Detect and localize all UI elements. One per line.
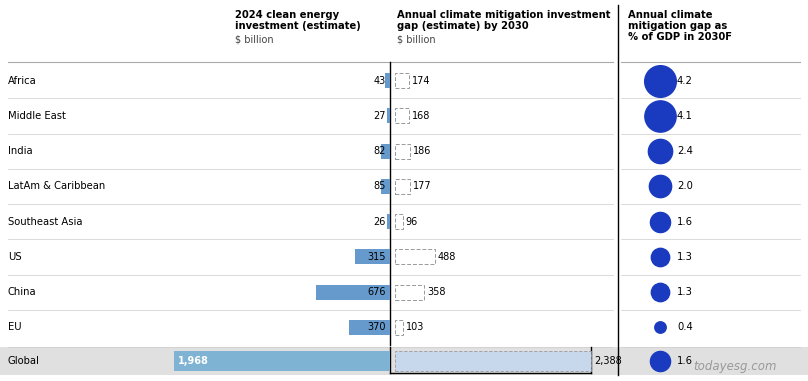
Text: gap (estimate) by 2030: gap (estimate) by 2030 <box>397 21 528 31</box>
Text: 4.1: 4.1 <box>677 111 693 121</box>
Text: Annual climate: Annual climate <box>628 10 713 20</box>
Text: Middle East: Middle East <box>8 111 66 121</box>
Text: Global: Global <box>8 356 40 366</box>
Text: 315: 315 <box>368 252 386 262</box>
Bar <box>395 144 410 158</box>
Text: 168: 168 <box>412 111 430 121</box>
Text: 174: 174 <box>412 75 431 86</box>
Text: 43: 43 <box>374 75 386 86</box>
Text: 2024 clean energy: 2024 clean energy <box>235 10 339 20</box>
Text: 676: 676 <box>368 287 386 297</box>
Text: 2,388: 2,388 <box>594 356 621 366</box>
Point <box>654 113 667 119</box>
Bar <box>174 351 390 371</box>
Text: 1.3: 1.3 <box>677 287 693 297</box>
Text: 2.4: 2.4 <box>677 146 693 156</box>
Bar <box>395 73 410 88</box>
Text: 1.6: 1.6 <box>677 356 693 366</box>
Text: 1,968: 1,968 <box>178 356 208 366</box>
Text: 2.0: 2.0 <box>677 181 693 191</box>
Text: 82: 82 <box>373 146 386 156</box>
Text: 358: 358 <box>427 287 446 297</box>
Bar <box>356 250 390 264</box>
Text: todayesg.com: todayesg.com <box>693 360 776 373</box>
Bar <box>387 109 390 123</box>
Text: 103: 103 <box>406 322 425 332</box>
Bar <box>395 351 591 371</box>
Bar <box>395 250 435 264</box>
Text: 96: 96 <box>406 217 418 227</box>
Text: 1.3: 1.3 <box>677 252 693 262</box>
Bar <box>349 320 390 335</box>
Point <box>654 254 667 260</box>
Text: Southeast Asia: Southeast Asia <box>8 217 82 227</box>
Bar <box>0 347 808 375</box>
Text: Africa: Africa <box>8 75 36 86</box>
Text: 370: 370 <box>368 322 386 332</box>
Point <box>654 289 667 295</box>
Point <box>654 358 667 364</box>
Text: LatAm & Caribbean: LatAm & Caribbean <box>8 181 105 191</box>
Text: 0.4: 0.4 <box>677 322 692 332</box>
Text: $ billion: $ billion <box>397 35 436 45</box>
Point <box>654 183 667 189</box>
Bar <box>381 144 390 158</box>
Bar <box>395 285 424 299</box>
Text: China: China <box>8 287 36 297</box>
Point <box>654 324 667 330</box>
Bar <box>395 109 409 123</box>
Text: US: US <box>8 252 22 262</box>
Text: EU: EU <box>8 322 22 332</box>
Bar <box>395 320 403 335</box>
Text: 488: 488 <box>438 252 457 262</box>
Text: 1.6: 1.6 <box>677 217 693 227</box>
Text: India: India <box>8 146 32 156</box>
Bar <box>381 179 390 194</box>
Bar <box>395 214 403 229</box>
Text: investment (estimate): investment (estimate) <box>235 21 360 31</box>
Text: 4.2: 4.2 <box>677 75 693 86</box>
Point <box>654 148 667 154</box>
Bar <box>387 214 390 229</box>
Text: % of GDP in 2030F: % of GDP in 2030F <box>628 32 732 42</box>
Text: $ billion: $ billion <box>235 35 274 45</box>
Bar <box>385 73 390 88</box>
Text: mitigation gap as: mitigation gap as <box>628 21 727 31</box>
Bar <box>316 285 390 299</box>
Point <box>654 78 667 84</box>
Text: 177: 177 <box>413 181 431 191</box>
Text: Annual climate mitigation investment: Annual climate mitigation investment <box>397 10 611 20</box>
Text: 85: 85 <box>373 181 386 191</box>
Text: 27: 27 <box>373 111 386 121</box>
Bar <box>395 179 410 194</box>
Text: 186: 186 <box>413 146 431 156</box>
Point <box>654 219 667 225</box>
Text: 26: 26 <box>373 217 386 227</box>
